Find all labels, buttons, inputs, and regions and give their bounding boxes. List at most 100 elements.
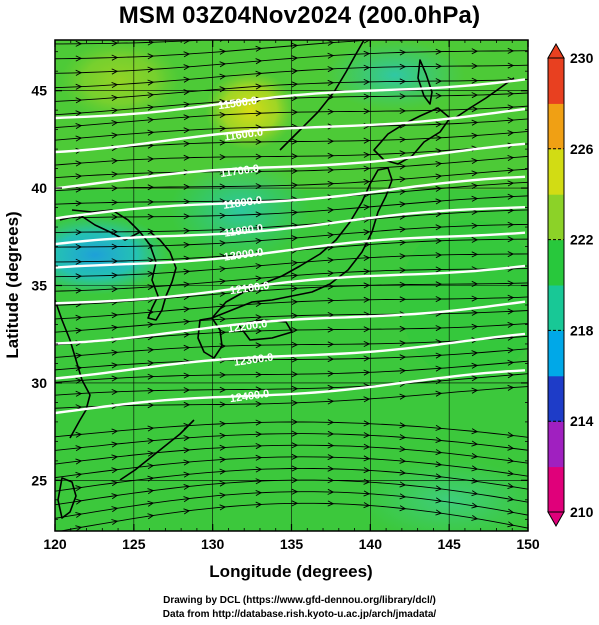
coastline-hokkaido [373, 107, 451, 165]
streamline-arrow [399, 325, 407, 332]
streamline-arrow [435, 352, 443, 359]
streamline-arrow [75, 525, 83, 531]
streamline-arrow [111, 506, 119, 513]
streamline-arrow [291, 500, 299, 507]
streamline-arrow [363, 165, 371, 172]
streamline-arrow [291, 356, 299, 363]
streamline-arrow [147, 213, 155, 220]
streamline-arrow [147, 360, 155, 367]
streamline [55, 467, 528, 492]
streamline-arrow [291, 167, 299, 175]
streamline-arrow [291, 385, 299, 392]
streamline-arrow [291, 109, 299, 116]
streamline-arrow [507, 457, 515, 464]
streamline-arrow [291, 235, 299, 242]
streamline-arrow [471, 251, 479, 258]
streamline-arrow [219, 125, 227, 132]
streamline-arrow [111, 119, 119, 126]
streamline-arrow [147, 284, 155, 291]
streamline [55, 223, 528, 248]
streamline-arrow [399, 446, 407, 453]
streamline-arrow [255, 263, 263, 270]
coastline-china-east [55, 299, 91, 439]
streamline-arrow [471, 375, 479, 382]
streamline-arrow [507, 90, 515, 97]
streamline-arrow [147, 53, 155, 60]
colorbar-segment [548, 421, 564, 468]
streamline-arrow [255, 45, 263, 52]
streamline-arrow [471, 440, 479, 447]
streamline-arrow [147, 198, 155, 206]
x-tick-label: 130 [201, 536, 225, 552]
streamline-arrow [471, 77, 479, 84]
streamline-arrow [435, 461, 443, 468]
streamline-arrow [471, 106, 479, 113]
streamline-arrow [219, 386, 227, 393]
streamline-arrow [255, 314, 263, 321]
streamline-arrow [111, 132, 119, 139]
streamline-arrow [75, 390, 83, 397]
streamline-arrow [399, 393, 407, 400]
contour-label: 12300.0 [233, 351, 274, 368]
streamline-arrow [327, 500, 335, 507]
streamline [58, 502, 528, 531]
x-tick-label: 145 [437, 536, 461, 552]
streamline-arrow [75, 40, 83, 47]
streamline-arrow [147, 228, 155, 235]
streamline-arrow [111, 214, 119, 221]
streamline-arrow [219, 183, 227, 190]
streamline-arrow [363, 204, 371, 211]
streamline-arrow [219, 492, 227, 499]
streamline-arrow [363, 282, 371, 289]
streamline-arrow [75, 243, 83, 251]
height-contour [55, 107, 526, 154]
streamline-arrow [255, 288, 263, 295]
streamline-arrow [219, 456, 227, 463]
streamline [55, 491, 528, 519]
streamline-arrow [363, 443, 371, 450]
streamline [55, 296, 528, 320]
streamline-arrow [363, 229, 371, 236]
streamline-arrow [399, 49, 407, 56]
streamline-arrow [291, 182, 299, 189]
streamline-arrow [471, 132, 479, 139]
streamline-arrow [183, 114, 191, 121]
streamline-arrow [291, 68, 299, 75]
colorbar-segment [548, 194, 564, 241]
streamline-arrow [327, 370, 335, 377]
streamline-arrow [291, 138, 299, 145]
streamline-arrow [111, 54, 119, 61]
x-tick-label: 120 [43, 536, 67, 552]
contour-label: 11600.0 [223, 126, 263, 143]
streamline-arrow [507, 359, 515, 366]
streamline-arrow [147, 79, 155, 86]
streamline-arrow [255, 454, 263, 461]
streamline-arrow [435, 92, 443, 99]
streamline [55, 131, 528, 154]
streamline [55, 421, 528, 438]
streamline-arrow [327, 180, 335, 187]
y-tick-label: 45 [31, 83, 47, 99]
streamline-arrow [471, 48, 479, 55]
credit-data: Data from http://database.rish.kyoto-u.a… [162, 609, 437, 620]
streamline-arrow [183, 241, 191, 248]
streamline-arrow [255, 237, 263, 244]
streamline-arrow [435, 173, 443, 180]
streamline-arrow [111, 454, 119, 461]
streamline-arrow [147, 184, 155, 191]
streamline-arrow [327, 79, 335, 86]
streamline-arrow [327, 232, 335, 239]
coastline-kuriles [454, 77, 515, 119]
streamline-arrow [219, 240, 227, 247]
streamline-arrow [111, 243, 119, 250]
streamline-arrow [363, 50, 371, 57]
streamline-arrow [291, 465, 299, 472]
streamline-arrow [255, 431, 263, 438]
streamline-arrow [399, 481, 407, 488]
streamline [55, 373, 528, 396]
streamline-arrow [327, 138, 335, 145]
streamline-arrow [111, 519, 119, 525]
streamline-arrow [327, 52, 335, 59]
streamline-arrow [507, 384, 515, 391]
coastline-kyushu [197, 317, 223, 359]
